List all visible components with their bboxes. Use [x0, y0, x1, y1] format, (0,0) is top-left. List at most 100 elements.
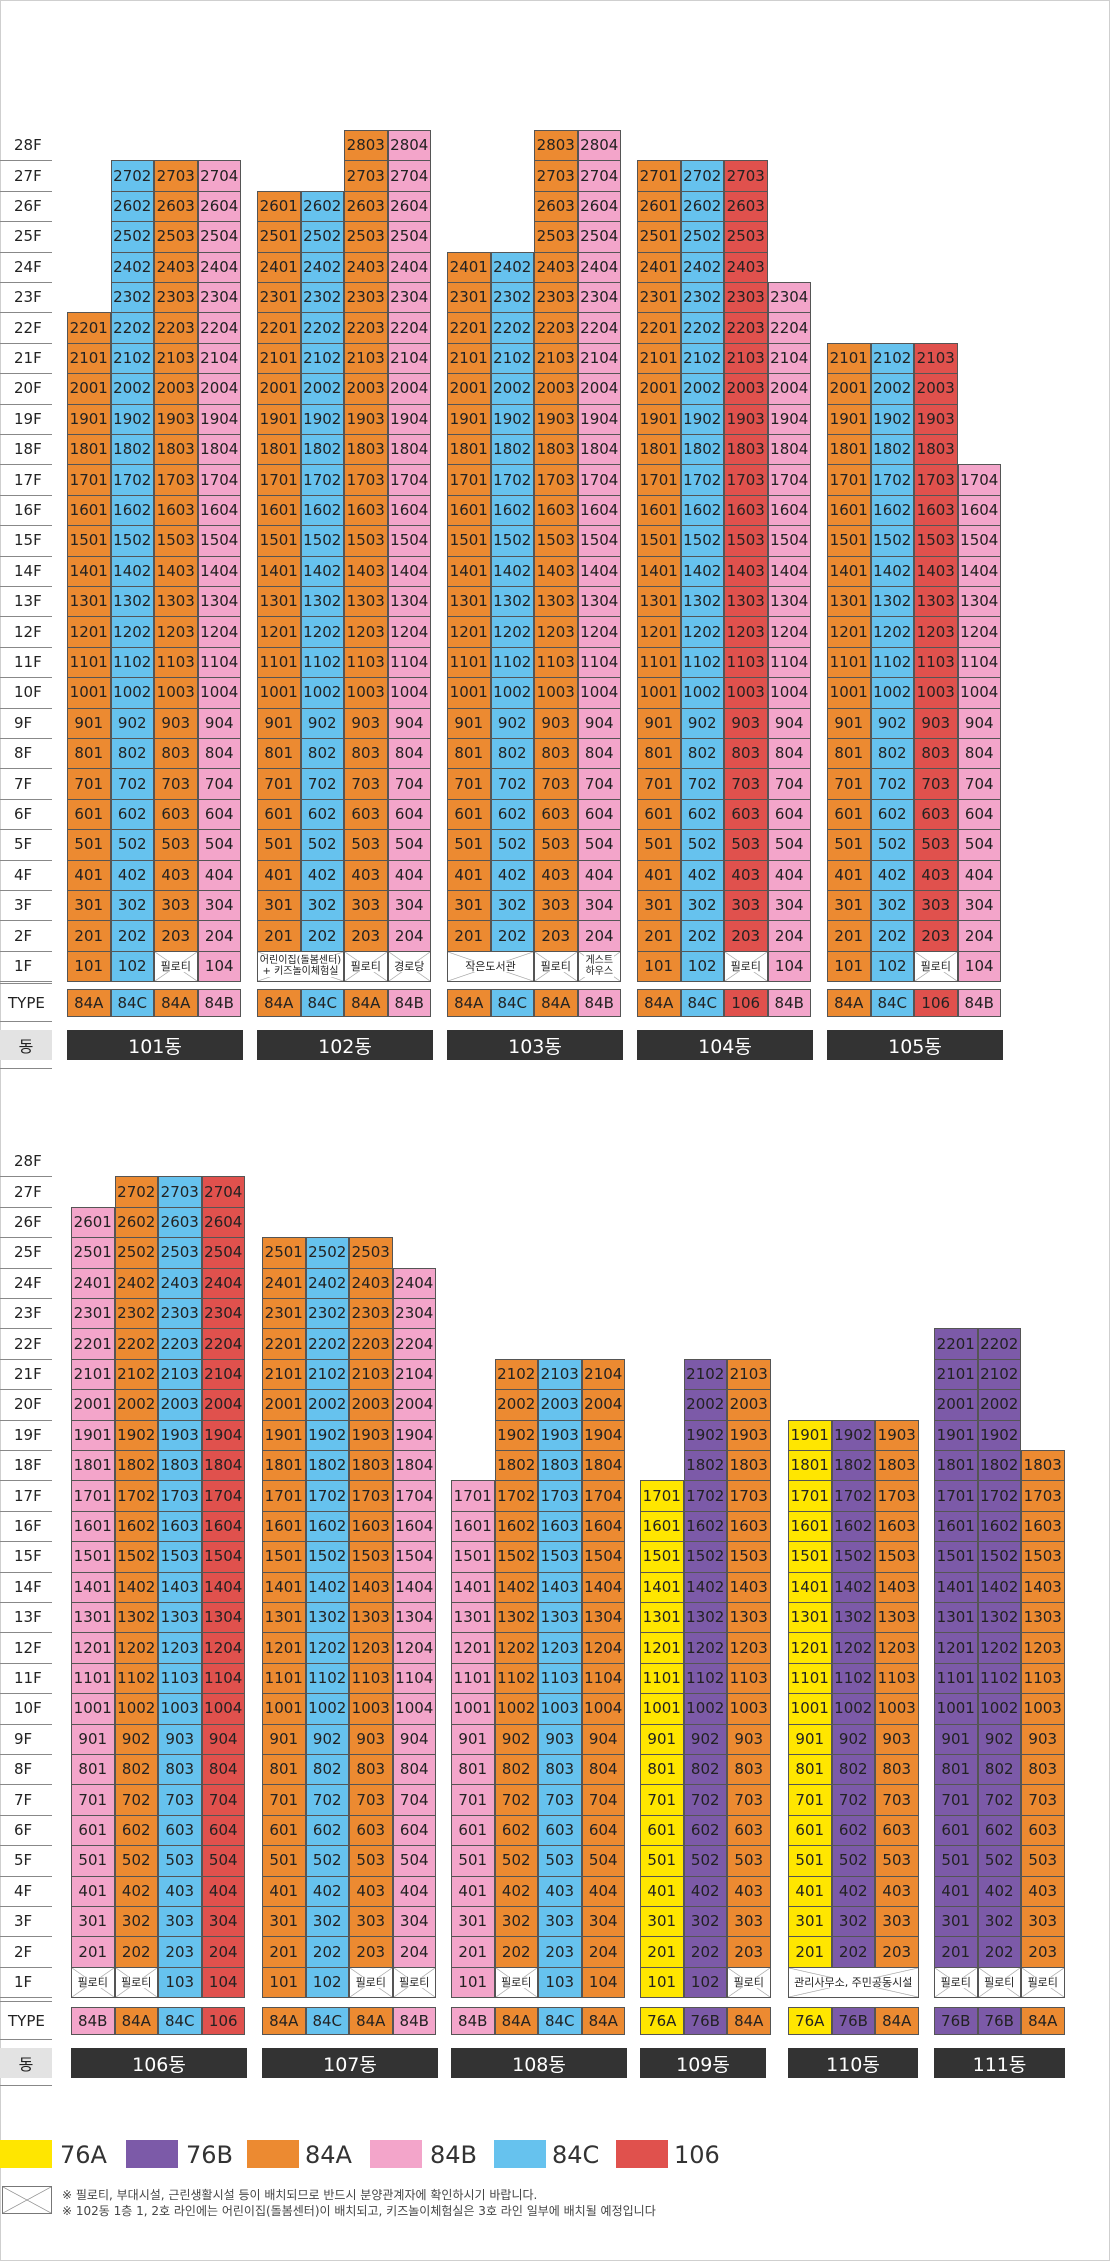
unit-cell: 501 — [640, 1845, 684, 1877]
unit-cell: 2502 — [110, 221, 154, 253]
type-cell: 84B — [197, 989, 241, 1017]
floor-guide-line — [0, 373, 52, 375]
unit-cell: 302 — [110, 890, 154, 922]
unit-cell: 103 — [158, 1966, 202, 1999]
unit-cell: 1703 — [875, 1480, 919, 1512]
floor-label: 3F — [14, 1912, 33, 1931]
unit-cell: 1002 — [831, 1693, 875, 1725]
pilotis-cell: 필로티 — [392, 1966, 436, 1999]
unit-cell: 2504 — [201, 1237, 245, 1269]
unit-cell: 1902 — [680, 403, 724, 435]
unit-cell: 701 — [640, 1784, 684, 1816]
type-cell: 84A — [534, 989, 578, 1017]
unit-cell: 1903 — [154, 403, 198, 435]
dong-label: 102동 — [257, 1030, 433, 1060]
unit-cell: 903 — [534, 707, 578, 739]
unit-cell: 2202 — [977, 1328, 1021, 1360]
unit-cell: 404 — [387, 859, 431, 891]
unit-cell: 1003 — [534, 677, 578, 709]
unit-cell: 403 — [538, 1875, 582, 1907]
unit-cell: 604 — [957, 798, 1001, 831]
type-cell: 84A — [262, 2007, 306, 2035]
unit-cell: 1801 — [257, 434, 301, 466]
floor-label: 27F — [14, 1182, 42, 1201]
unit-cell: 1703 — [158, 1480, 202, 1512]
unit-cell: 2101 — [257, 342, 301, 375]
unit-cell: 1001 — [788, 1693, 832, 1725]
unit-cell: 2303 — [349, 1298, 393, 1330]
unit-cell: 1603 — [724, 494, 768, 527]
dong-guide-line — [0, 2085, 52, 2086]
unit-cell: 1701 — [262, 1480, 306, 1512]
unit-cell: 2204 — [392, 1328, 436, 1360]
unit-cell: 1503 — [1021, 1541, 1065, 1573]
unit-cell: 2204 — [387, 312, 431, 344]
type-cell: 84B — [957, 989, 1001, 1017]
unit-cell: 1303 — [349, 1602, 393, 1634]
unit-cell: 501 — [934, 1845, 978, 1877]
unit-cell: 2002 — [300, 373, 344, 405]
unit-cell: 2303 — [724, 282, 768, 314]
floor-label: 23F — [14, 288, 42, 307]
unit-cell: 1503 — [349, 1541, 393, 1573]
unit-cell: 1803 — [158, 1450, 202, 1482]
unit-cell: 1201 — [262, 1632, 306, 1664]
unit-cell: 2002 — [490, 373, 534, 405]
unit-cell: 2601 — [637, 190, 681, 223]
unit-cell: 1703 — [914, 464, 958, 496]
unit-cell: 2104 — [577, 342, 621, 375]
unit-cell: 2103 — [727, 1358, 771, 1391]
unit-cell: 502 — [870, 829, 914, 861]
unit-cell: 1901 — [827, 403, 871, 435]
unit-cell: 603 — [344, 798, 388, 831]
dong-label: 104동 — [637, 1030, 813, 1060]
unit-cell: 1104 — [577, 646, 621, 679]
unit-cell: 2001 — [262, 1389, 306, 1421]
unit-cell: 702 — [831, 1784, 875, 1816]
unit-cell: 2204 — [577, 312, 621, 344]
unit-cell: 2403 — [344, 251, 388, 283]
unit-cell: 1401 — [67, 555, 111, 587]
unit-cell: 202 — [683, 1936, 727, 1968]
unit-cell: 2003 — [914, 373, 958, 405]
floor-guide-line — [0, 1662, 52, 1664]
unit-cell: 304 — [197, 890, 241, 922]
unit-cell: 1803 — [1021, 1450, 1065, 1482]
unit-cell: 1301 — [71, 1602, 115, 1634]
unit-cell: 1002 — [680, 677, 724, 709]
unit-cell: 701 — [637, 768, 681, 800]
unit-cell: 201 — [257, 920, 301, 952]
unit-cell: 1301 — [827, 586, 871, 618]
unit-cell: 1903 — [538, 1419, 582, 1451]
unit-cell: 1102 — [680, 646, 724, 679]
unit-cell: 903 — [727, 1723, 771, 1755]
unit-cell: 2403 — [154, 251, 198, 283]
unit-cell: 701 — [934, 1784, 978, 1816]
unit-cell: 1804 — [392, 1450, 436, 1482]
unit-cell: 1201 — [447, 616, 491, 648]
unit-cell: 2202 — [680, 312, 724, 344]
unit-cell: 1602 — [110, 494, 154, 527]
type-cell: 84A — [154, 989, 198, 1017]
unit-cell: 901 — [827, 707, 871, 739]
dong-label: 109동 — [640, 2048, 766, 2078]
floor-label: 22F — [14, 318, 42, 337]
type-cell: 84A — [827, 989, 871, 1017]
unit-cell: 502 — [831, 1845, 875, 1877]
unit-cell: 2001 — [827, 373, 871, 405]
unit-cell: 2803 — [534, 130, 578, 162]
unit-cell: 1804 — [387, 434, 431, 466]
floor-label: 4F — [14, 1881, 33, 1900]
unit-cell: 801 — [71, 1754, 115, 1786]
unit-cell: 1702 — [494, 1480, 538, 1512]
floor-guide-line — [0, 677, 52, 679]
unit-cell: 2401 — [447, 251, 491, 283]
unit-cell: 801 — [640, 1754, 684, 1786]
floor-label: 13F — [14, 592, 42, 611]
unit-cell: 304 — [957, 890, 1001, 922]
unit-cell: 2002 — [114, 1389, 158, 1421]
unit-cell: 501 — [67, 829, 111, 861]
unit-cell: 1603 — [727, 1510, 771, 1543]
unit-cell: 1304 — [387, 586, 431, 618]
unit-cell: 1604 — [957, 494, 1001, 527]
